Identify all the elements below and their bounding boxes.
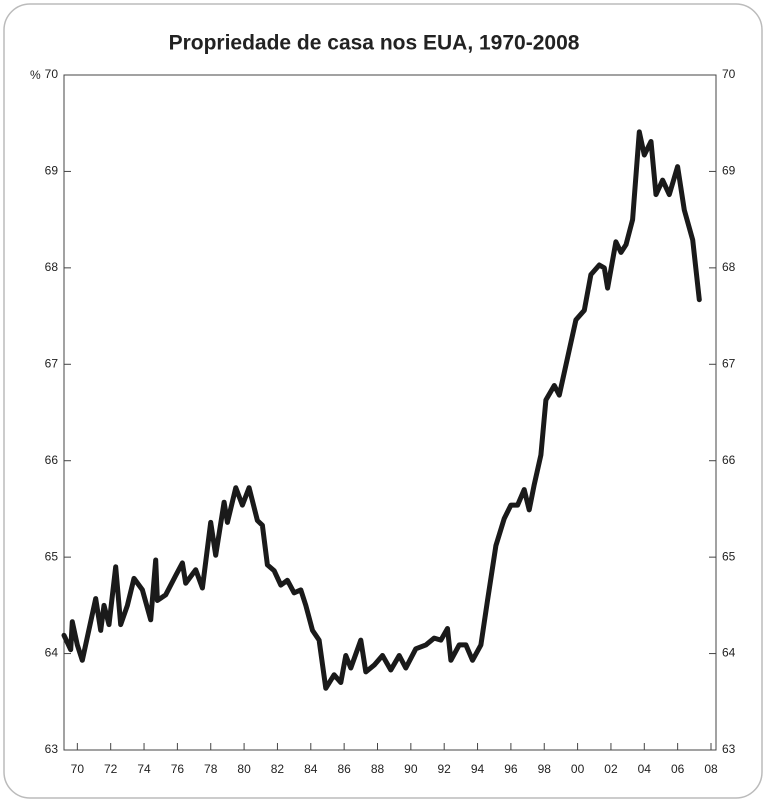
x-tick-label: 76	[171, 762, 185, 776]
x-tick-label: 78	[204, 762, 218, 776]
x-tick-label: 88	[371, 762, 385, 776]
y2-tick-label: 63	[722, 742, 736, 756]
y-unit: %	[30, 68, 41, 82]
x-tick-label: 82	[271, 762, 285, 776]
x-tick-label: 90	[404, 762, 418, 776]
y2-tick-label: 69	[722, 164, 736, 178]
y-tick-label: 66	[45, 453, 59, 467]
x-tick-label: 84	[304, 762, 318, 776]
x-tick-label: 96	[504, 762, 518, 776]
y-tick-label: 68	[45, 260, 59, 274]
x-tick-label: 70	[71, 762, 85, 776]
x-tick-label: 72	[104, 762, 118, 776]
x-tick-label: 08	[704, 762, 718, 776]
frame	[3, 3, 763, 799]
y2-tick-label: 65	[722, 549, 736, 563]
x-tick-label: 00	[571, 762, 585, 776]
x-tick-label: 04	[638, 762, 652, 776]
y-tick-label: 67	[45, 356, 59, 370]
x-tick-label: 98	[538, 762, 552, 776]
y-tick-label: 65	[45, 549, 59, 563]
x-tick-label: 92	[438, 762, 452, 776]
chart-title: Propriedade de casa nos EUA, 1970-2008	[169, 32, 580, 55]
y2-tick-label: 70	[722, 67, 736, 81]
x-tick-label: 80	[237, 762, 251, 776]
x-tick-label: 02	[604, 762, 618, 776]
y2-tick-label: 64	[722, 646, 736, 660]
x-tick-label: 06	[671, 762, 685, 776]
y-tick-label: 63	[45, 742, 59, 756]
x-tick-label: 74	[137, 762, 151, 776]
y-tick-label: 70	[45, 67, 59, 81]
y2-tick-label: 68	[722, 260, 736, 274]
y-tick-label: 64	[45, 646, 59, 660]
x-tick-label: 86	[337, 762, 351, 776]
plot-frame	[63, 74, 717, 751]
y2-tick-label: 67	[722, 356, 736, 370]
y2-tick-label: 66	[722, 453, 736, 467]
x-tick-label: 94	[471, 762, 485, 776]
y-tick-label: 69	[45, 164, 59, 178]
data-line	[61, 129, 702, 691]
